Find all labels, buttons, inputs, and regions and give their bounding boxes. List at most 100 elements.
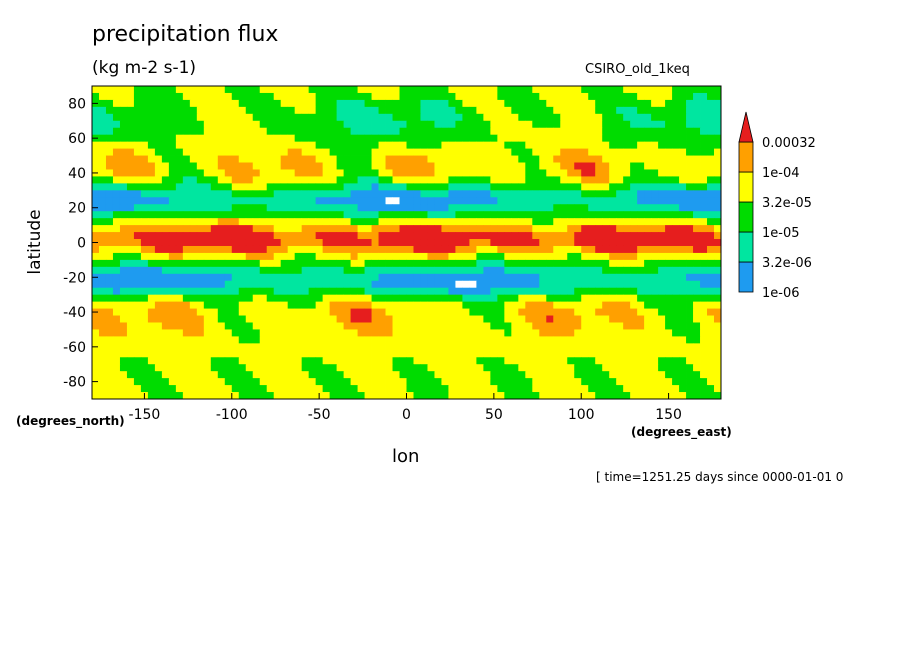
map-cell [623,336,631,344]
map-cell [476,232,484,240]
map-cell [588,301,596,309]
map-cell [546,86,554,94]
map-cell [245,183,254,191]
map-cell [266,211,275,219]
map-cell [560,385,568,393]
map-cell [434,245,442,254]
map-cell [196,127,205,136]
map-cell [497,92,505,101]
map-cell [567,239,575,247]
map-cell [504,99,512,108]
map-cell [259,336,268,344]
map-cell [469,322,477,330]
map-cell [637,266,645,275]
map-cell [616,120,624,129]
map-cell [644,378,652,386]
map-cell [483,252,491,261]
map-cell [448,329,456,337]
map-cell [651,218,659,226]
map-cell [679,259,687,268]
map-cell [175,385,184,393]
map-cell [658,204,666,212]
map-cell [595,239,603,247]
map-cell [294,162,303,170]
map-cell [448,169,456,177]
map-cell [595,350,603,358]
map-cell [518,120,526,129]
map-cell [210,322,219,330]
map-cell [252,329,261,337]
map-cell [350,183,358,191]
map-cell [651,92,659,101]
map-cell [105,127,114,136]
map-cell [217,336,226,344]
map-cell [623,92,631,101]
map-cell [490,378,498,386]
map-cell [693,106,701,115]
map-cell [644,232,652,240]
map-cell [497,148,505,156]
map-cell [539,315,547,323]
map-cell [679,301,687,309]
map-cell [392,329,400,337]
map-cell [644,252,652,261]
map-cell [560,155,568,163]
map-cell [175,252,184,261]
map-cell [588,308,596,316]
map-cell [175,315,184,323]
map-cell [154,301,163,309]
map-cell [588,113,596,122]
map-cell [546,371,554,379]
map-cell [511,204,519,212]
map-cell [92,92,100,101]
map-cell [483,287,491,296]
map-cell [105,245,114,254]
map-cell [273,92,282,101]
map-cell [203,162,212,170]
map-cell [581,350,589,358]
map-cell [525,385,533,393]
map-cell [441,301,449,309]
map-cell [175,371,184,379]
map-cell [665,211,673,219]
map-cell [525,106,533,115]
map-cell [126,273,135,282]
map-cell [399,385,407,393]
map-cell [336,106,344,115]
map-cell [420,245,428,254]
map-cell [217,301,226,309]
map-cell [609,392,617,400]
map-cell [161,308,170,316]
map-cell [574,134,582,143]
map-cell [553,273,561,282]
map-cell [343,190,351,198]
map-cell [595,252,603,261]
map-cell [301,148,310,156]
map-cell [92,190,100,198]
map-cell [511,287,519,296]
map-cell [546,211,554,219]
map-cell [105,273,114,282]
map-cell [427,232,435,240]
map-cell [462,99,470,108]
map-cell [469,183,477,191]
map-cell [329,148,338,156]
map-cell [119,252,128,261]
map-cell [105,225,114,233]
map-cell [154,364,163,372]
map-cell [392,120,400,129]
map-cell [546,322,554,330]
map-cell [168,301,177,309]
map-cell [686,364,694,372]
map-cell [126,287,135,296]
map-cell [434,225,442,233]
map-cell [700,218,708,226]
map-cell [413,225,421,233]
map-cell [147,155,156,163]
map-cell [98,266,107,275]
map-cell [294,259,303,268]
map-cell [637,204,645,212]
map-cell [92,183,100,191]
map-cell [672,336,680,344]
map-cell [588,322,596,330]
